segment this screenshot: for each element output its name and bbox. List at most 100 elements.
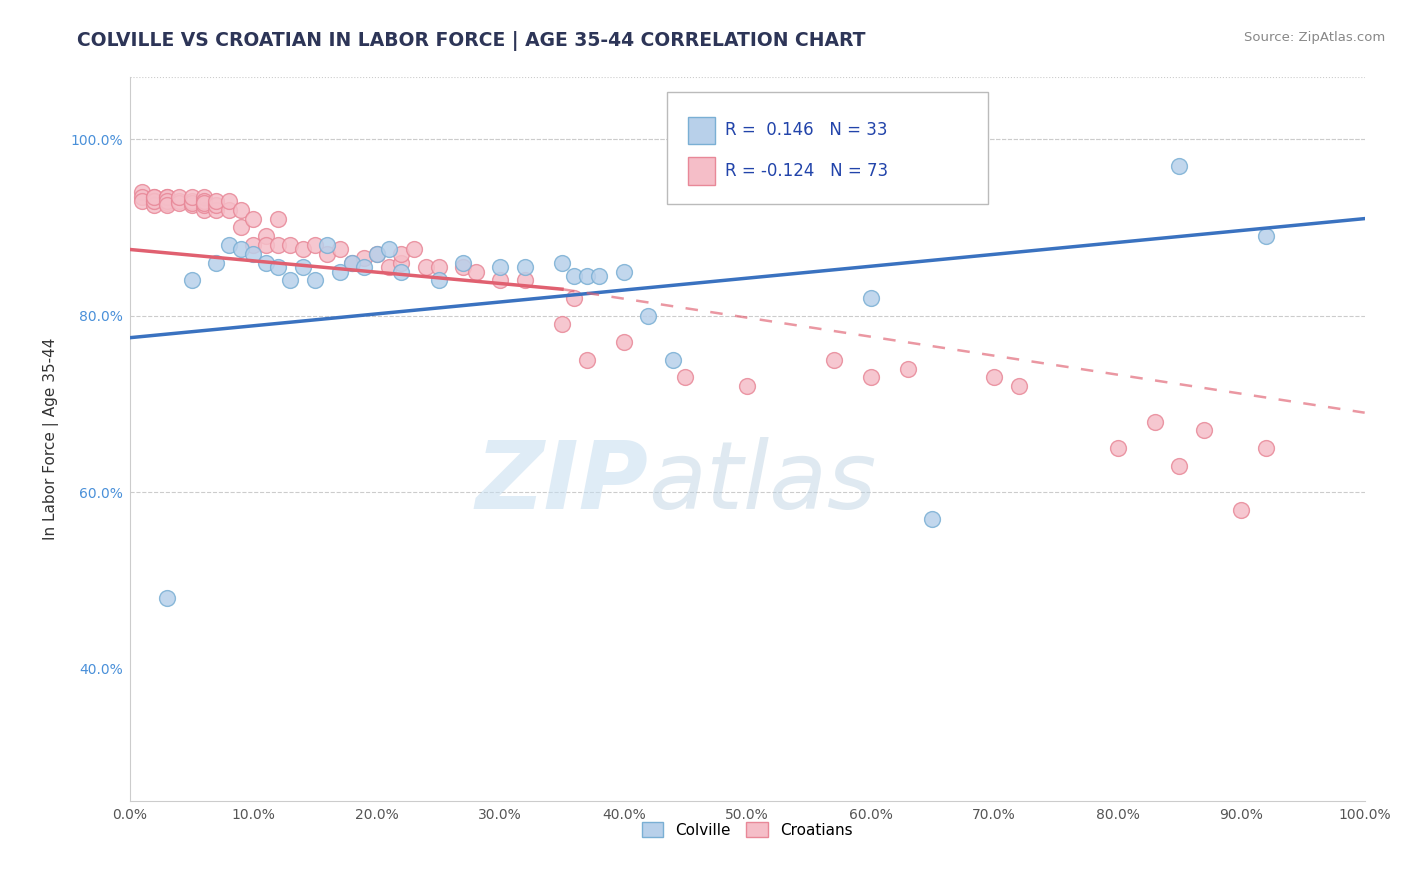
Text: R =  0.146   N = 33: R = 0.146 N = 33 — [725, 121, 887, 139]
Point — [353, 252, 375, 266]
Point — [427, 260, 450, 274]
Bar — [688, 117, 716, 144]
Point — [291, 260, 314, 274]
Point — [513, 260, 536, 274]
Point — [205, 198, 228, 212]
Point — [193, 194, 215, 208]
Point — [378, 243, 401, 257]
Point — [167, 189, 190, 203]
Point — [156, 189, 179, 203]
Point — [1254, 441, 1277, 455]
Point — [897, 361, 920, 376]
Point — [513, 273, 536, 287]
Point — [316, 247, 339, 261]
Point — [131, 194, 153, 208]
Point — [218, 194, 240, 208]
Point — [143, 194, 166, 208]
Point — [193, 189, 215, 203]
Point — [378, 260, 401, 274]
Point — [242, 247, 264, 261]
Point — [304, 273, 326, 287]
Text: Source: ZipAtlas.com: Source: ZipAtlas.com — [1244, 31, 1385, 45]
Point — [675, 370, 697, 384]
Point — [551, 318, 574, 332]
Point — [613, 335, 636, 350]
Point — [193, 202, 215, 217]
Point — [229, 202, 252, 217]
Point — [823, 352, 845, 367]
Point — [391, 256, 413, 270]
Point — [229, 243, 252, 257]
Text: COLVILLE VS CROATIAN IN LABOR FORCE | AGE 35-44 CORRELATION CHART: COLVILLE VS CROATIAN IN LABOR FORCE | AG… — [77, 31, 866, 51]
Point — [143, 194, 166, 208]
Point — [193, 195, 215, 210]
Point — [156, 189, 179, 203]
Point — [131, 189, 153, 203]
Point — [340, 256, 363, 270]
Point — [921, 511, 943, 525]
Point — [180, 273, 202, 287]
Bar — [688, 157, 716, 185]
Point — [983, 370, 1005, 384]
Point — [267, 238, 290, 252]
Point — [1254, 229, 1277, 244]
FancyBboxPatch shape — [666, 92, 988, 204]
Point — [1192, 423, 1215, 437]
Point — [329, 264, 352, 278]
Point — [205, 256, 228, 270]
Point — [205, 194, 228, 208]
Point — [1230, 502, 1253, 516]
Point — [564, 268, 586, 283]
Point — [427, 273, 450, 287]
Point — [613, 264, 636, 278]
Point — [156, 195, 179, 210]
Point — [167, 195, 190, 210]
Point — [218, 202, 240, 217]
Point — [229, 220, 252, 235]
Point — [143, 189, 166, 203]
Point — [291, 243, 314, 257]
Point — [662, 352, 685, 367]
Point — [218, 238, 240, 252]
Point — [564, 291, 586, 305]
Text: atlas: atlas — [648, 437, 877, 528]
Point — [131, 185, 153, 199]
Point — [366, 247, 388, 261]
Point — [156, 591, 179, 605]
Point — [451, 260, 474, 274]
Point — [637, 309, 659, 323]
Point — [735, 379, 758, 393]
Text: ZIP: ZIP — [475, 436, 648, 529]
Point — [551, 256, 574, 270]
Point — [205, 202, 228, 217]
Point — [859, 370, 882, 384]
Text: R = -0.124   N = 73: R = -0.124 N = 73 — [725, 161, 889, 180]
Legend: Colville, Croatians: Colville, Croatians — [636, 816, 859, 844]
Point — [451, 256, 474, 270]
Point — [391, 247, 413, 261]
Point — [156, 194, 179, 208]
Point — [859, 291, 882, 305]
Point — [254, 256, 277, 270]
Point — [1143, 415, 1166, 429]
Point — [156, 198, 179, 212]
Point — [340, 256, 363, 270]
Point — [1168, 159, 1191, 173]
Point — [242, 211, 264, 226]
Point — [254, 238, 277, 252]
Point — [242, 238, 264, 252]
Point — [254, 229, 277, 244]
Point — [366, 247, 388, 261]
Point — [489, 260, 512, 274]
Point — [489, 273, 512, 287]
Point — [267, 211, 290, 226]
Point — [143, 189, 166, 203]
Point — [180, 195, 202, 210]
Point — [143, 198, 166, 212]
Point — [304, 238, 326, 252]
Point — [180, 198, 202, 212]
Point — [180, 189, 202, 203]
Point — [1008, 379, 1031, 393]
Point — [575, 352, 598, 367]
Point — [353, 260, 375, 274]
